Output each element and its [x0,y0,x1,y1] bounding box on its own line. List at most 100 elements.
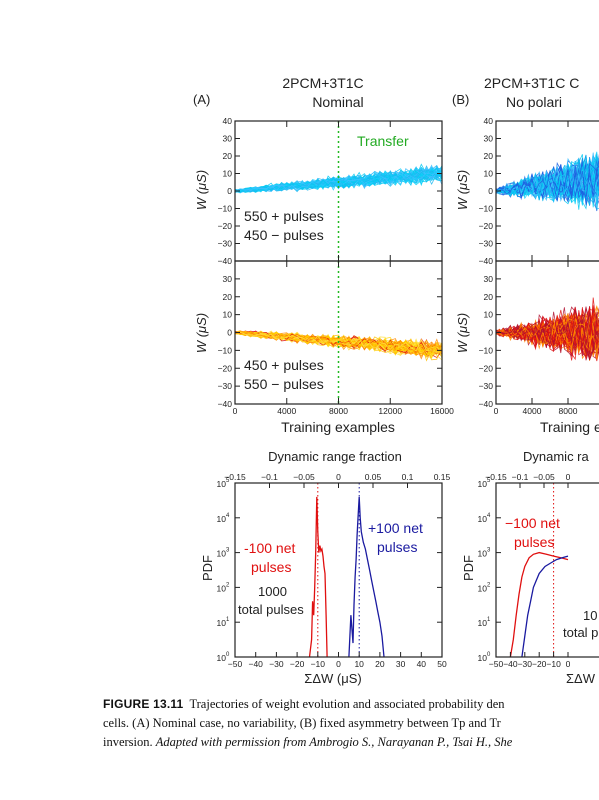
a-bottom-annot-1: 450 + pulses [244,357,324,373]
a-bot-ytick-label: 30 [223,274,233,284]
a-bot-ytick-label: 10 [223,310,233,320]
b-top-ytick-label: −10 [479,204,494,214]
a-pdf-top-tick-label: 0 [336,472,341,482]
a-total-1: 1000 [258,584,287,599]
a-bot-ytick-label: −20 [218,363,233,373]
b-bot-xtick-label: 8000 [559,406,578,416]
a-pdf-xtick-label: −40 [248,659,263,669]
b-bot-xtick-label: 0 [494,406,499,416]
caption-line-2: cells. (A) Nominal case, no variability,… [103,716,501,730]
a-top-ytick-label: −40 [218,256,233,266]
b-pdf-title: Dynamic ra [523,449,590,464]
a-bot-ytick-label: −10 [218,345,233,355]
a-pdf-top-tick-label: 0.1 [402,472,414,482]
a-total-2: total pulses [238,602,304,617]
a-bot-xtick-label: 4000 [277,406,296,416]
b-top-trajectory [495,158,599,199]
a-pdf-xtick-label: 20 [375,659,385,669]
a-bot-trajectory [234,332,442,357]
a-pdf-xtick-label: 40 [417,659,427,669]
b-top-trajectory [495,157,599,201]
b-pdf-top-tick-label: −0.05 [533,472,555,482]
b-pdf-xtick-label: 0 [566,659,571,669]
b-top-ytick-label: 10 [484,169,494,179]
figure-caption: FIGURE 13.11 Trajectories of weight evolu… [103,695,599,752]
a-pdf-title: Dynamic range fraction [268,449,402,464]
a-pdf-ytick-label: 10 [217,514,227,524]
a-pdf-xtick-label: −20 [290,659,305,669]
a-neg-label-1: -100 net [244,540,295,556]
b-pdf-ytick-exp: 3 [487,548,491,554]
a-bot-trajectory [234,331,443,356]
a-bot-ytick-label: 0 [227,328,232,338]
panel-a-top-plot: −40 −30 −20 −10 0 10 20 30 40 [218,116,443,266]
b-bot-trajectory [495,323,599,353]
a-pdf-xlabel: ΣΔW (μS) [304,671,361,686]
a-pdf-top-tick-label: −0.05 [293,472,315,482]
b-bot-trajectory [495,313,599,351]
a-top-ytick-label: −30 [218,239,233,249]
b-pdf-ytick-label: 10 [478,618,488,628]
b-pdf-ytick-label: 10 [478,479,488,489]
b-bot-ytick-label: 30 [484,274,494,284]
b-pdf-xtick-label: −50 [489,659,504,669]
b-top-ytick-label: 0 [488,186,493,196]
a-pdf-ytick-label: 10 [217,583,227,593]
a-pdf-top-tick-label: −0.1 [261,472,278,482]
b-bot-ytick-label: −30 [479,381,494,391]
a-bot-trajectory [234,332,443,357]
a-top-ytick-label: −20 [218,221,233,231]
a-bottom-annot-2: 550 − pulses [244,376,324,392]
a-pos-label-2: pulses [377,539,417,555]
b-top-ytick-label: −30 [479,239,494,249]
a-pdf-top-tick-label: −0.15 [224,472,246,482]
b-top-ytick-label: 30 [484,134,494,144]
b-bot-trajectory [495,310,599,356]
b-pdf-xtick-label: −20 [532,659,547,669]
b-pdf-ytick-label: 10 [478,549,488,559]
b-pdf-ytick-exp: 1 [487,617,491,623]
b-top-trajectory [495,164,599,212]
a-top-ytick-label: 40 [223,116,233,126]
b-top-trajectory [495,161,599,205]
b-pdf-xtick-label: −40 [503,659,518,669]
a-top-annot-1: 550 + pulses [244,208,324,224]
b-pdf-ytick-label: 10 [478,653,488,663]
a-bot-ytick-label: −30 [218,381,233,391]
a-pdf-xtick-label: 30 [396,659,406,669]
a-top-annot-2: 450 − pulses [244,227,324,243]
b-bot-ytick-label: 0 [488,328,493,338]
a-top-ytick-label: −10 [218,204,233,214]
a-xlabel: Training examples [281,419,395,435]
b-bot-ytick-label: −20 [479,363,494,373]
a-bot-xtick-label: 0 [233,406,238,416]
b-bot-trajectory [495,312,599,361]
b-bot-xtick-label: 4000 [523,406,542,416]
a-top-trajectory [234,168,443,193]
b-bot-ytick-label: −10 [479,345,494,355]
b-pdf-top-tick-label: −0.1 [512,472,529,482]
b-neg-label-1: −100 net [505,515,560,531]
a-pdf-ytick-exp: 5 [226,478,230,484]
b-bot-ytick-label: 10 [484,310,494,320]
b-pdf-top-tick-label: −0.15 [485,472,507,482]
a-top-ytick-label: 20 [223,151,233,161]
panel-a-bottom-plot: −40 −30 −20 −10 0 10 20 30 0 4000 8000 12000 16000 [218,260,454,416]
a-bot-ytick-label: −40 [218,399,233,409]
b-pdf-xtick-label: −30 [518,659,533,669]
b-top-trajectory [495,164,599,202]
a-pdf-ytick-label: 10 [217,479,227,489]
b-top-ytick-label: 20 [484,151,494,161]
transfer-label: Transfer [357,133,409,149]
b-pdf-pos-curve [521,555,569,658]
b-pdf-xlabel: ΣΔW [566,671,596,686]
a-bot-ytick-label: 20 [223,292,233,302]
b-pdf-neg-curve [509,551,569,658]
a-pdf-xtick-label: −10 [311,659,326,669]
a-pdf-ytick-exp: 3 [226,548,230,554]
caption-adapted: Adapted with permission from Ambrogio S.… [155,735,513,749]
panel-b-top-plot: −40 −30 −20 −10 0 10 20 30 40 [479,116,599,266]
b-total-1: 10 [583,608,597,623]
a-pdf-xtick-label: −30 [269,659,284,669]
b-bot-ytick-label: 20 [484,292,494,302]
